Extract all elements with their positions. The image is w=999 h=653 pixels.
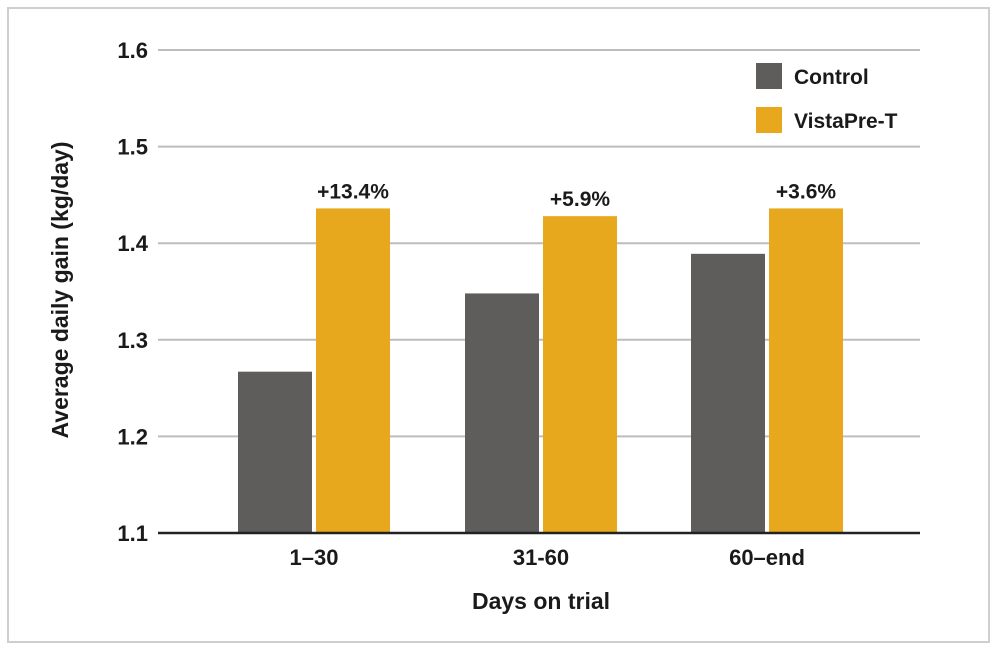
y-axis-title: Average daily gain (kg/day) bbox=[47, 142, 73, 439]
legend: Control VistaPre-T bbox=[756, 63, 898, 133]
x-tick-labels: 1–30 31-60 60–end bbox=[290, 545, 805, 570]
y-tick-label: 1.1 bbox=[117, 521, 148, 546]
y-tick-label: 1.5 bbox=[117, 135, 148, 160]
bar-vistapre-t-1 bbox=[316, 208, 390, 533]
data-label: +13.4% bbox=[317, 180, 389, 203]
legend-label: Control bbox=[794, 66, 869, 89]
y-tick-labels: 1.1 1.2 1.3 1.4 1.5 1.6 bbox=[117, 38, 148, 546]
legend-swatch bbox=[756, 107, 782, 133]
data-labels: +13.4% +5.9% +3.6% bbox=[317, 180, 836, 211]
y-tick-label: 1.3 bbox=[117, 328, 148, 353]
bar-control-1 bbox=[238, 371, 312, 533]
bar-control-3 bbox=[691, 253, 765, 534]
y-tick-label: 1.2 bbox=[117, 424, 148, 449]
x-tick-label: 1–30 bbox=[290, 545, 339, 570]
y-tick-label: 1.6 bbox=[117, 38, 148, 63]
data-label: +5.9% bbox=[550, 188, 610, 211]
bar-vistapre-t-2 bbox=[543, 216, 617, 534]
data-label: +3.6% bbox=[776, 180, 836, 203]
bars bbox=[238, 208, 843, 534]
bar-vistapre-t-3 bbox=[769, 208, 843, 533]
bar-control-2 bbox=[465, 293, 539, 533]
x-tick-label: 60–end bbox=[729, 545, 805, 570]
x-axis-title: Days on trial bbox=[472, 588, 610, 614]
legend-label: VistaPre-T bbox=[794, 110, 898, 133]
y-tick-label: 1.4 bbox=[117, 231, 148, 256]
legend-swatch bbox=[756, 63, 782, 89]
x-tick-label: 31-60 bbox=[513, 545, 569, 570]
